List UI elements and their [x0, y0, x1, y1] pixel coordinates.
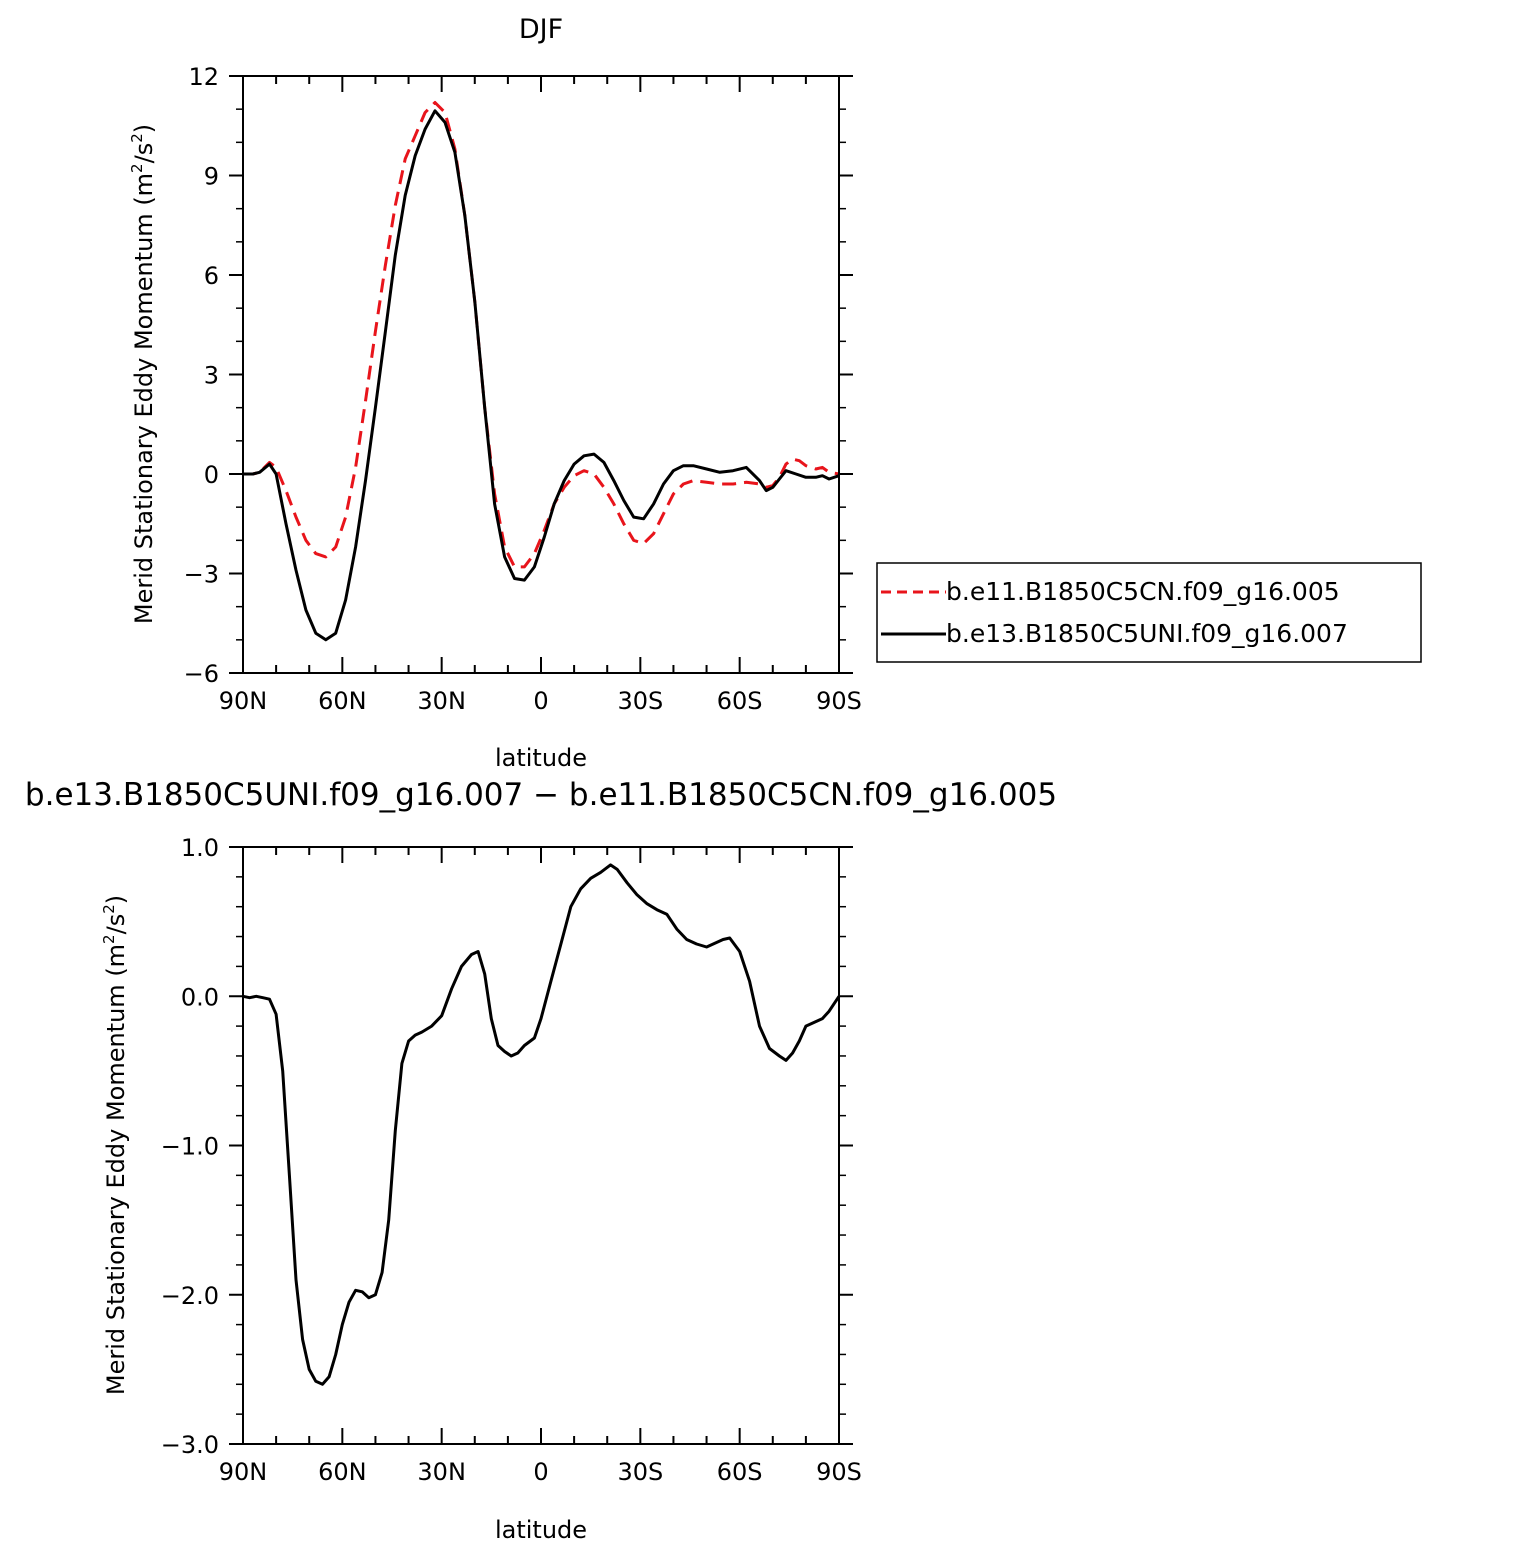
- top-x-tick-label: 30S: [617, 687, 663, 715]
- top-series-line-2: [243, 109, 840, 642]
- top-y-tick-label: 9: [204, 163, 219, 191]
- legend-label-series-2: b.e13.B1850C5UNI.f09_g16.007: [946, 619, 1348, 648]
- top-plot-frame: [242, 75, 840, 674]
- top-y-tick-label: 0: [204, 461, 219, 489]
- bottom-y-tick-label: −2.0: [161, 1282, 219, 1310]
- bottom-chart-title: b.e13.B1850C5UNI.f09_g16.007 − b.e11.B18…: [25, 777, 1057, 813]
- top-x-axis-label: latitude: [495, 744, 587, 772]
- bottom-x-tick-label: 30S: [617, 1458, 663, 1486]
- bottom-x-tick-label: 60S: [717, 1458, 763, 1486]
- bottom-x-tick-label: 90S: [816, 1458, 862, 1486]
- bottom-series-line-1: [242, 863, 841, 1386]
- top-y-axis-label: Merid Stationary Eddy Momentum (m2/s2): [128, 124, 158, 624]
- top-x-tick-label: 30N: [417, 687, 466, 715]
- top-chart: DJF 90N 60N 30N 0 30S 60S 90S −6 −3 0 3 6 9 12 latitu…: [128, 14, 862, 772]
- top-series-group: [243, 101, 840, 642]
- bottom-series-group: [242, 863, 841, 1386]
- top-x-tick-label: 60N: [318, 687, 367, 715]
- top-x-tick-label: 0: [533, 687, 548, 715]
- top-chart-title: DJF: [519, 14, 563, 45]
- top-y-tick-label: 6: [204, 262, 219, 290]
- top-y-tick-label: −6: [184, 660, 219, 688]
- top-y-tick-label: 3: [204, 362, 219, 390]
- bottom-x-tick-label: 90N: [219, 1458, 268, 1486]
- bottom-y-tick-label: 1.0: [181, 834, 219, 862]
- bottom-x-tick-label: 60N: [318, 1458, 367, 1486]
- bottom-y-axis-label: Merid Stationary Eddy Momentum (m2/s2): [100, 895, 130, 1395]
- bottom-chart: b.e13.B1850C5UNI.f09_g16.007 − b.e11.B18…: [25, 777, 1057, 1544]
- legend-box: [876, 562, 1422, 663]
- top-y-tick-label: −3: [184, 561, 219, 589]
- top-series-line-1: [243, 101, 840, 569]
- top-axes: 90N 60N 30N 0 30S 60S 90S −6 −3 0 3 6 9 12: [184, 63, 862, 715]
- bottom-x-tick-label: 0: [533, 1458, 548, 1486]
- bottom-plot-frame: [242, 846, 840, 1445]
- legend: b.e11.B1850C5CN.f09_g16.005 b.e13.B1850C…: [876, 562, 1422, 663]
- bottom-x-axis-label: latitude: [495, 1516, 587, 1544]
- top-y-tick-label: 12: [188, 63, 219, 91]
- bottom-y-tick-label: −1.0: [161, 1133, 219, 1161]
- top-x-tick-label: 90N: [219, 687, 268, 715]
- legend-label-series-1: b.e11.B1850C5CN.f09_g16.005: [946, 577, 1340, 606]
- bottom-axes: 90N 60N 30N 0 30S 60S 90S −3.0 −2.0 −1.0 0.0 1.0: [161, 834, 862, 1486]
- top-x-tick-label: 60S: [717, 687, 763, 715]
- bottom-y-tick-label: −3.0: [161, 1431, 219, 1459]
- bottom-x-tick-label: 30N: [417, 1458, 466, 1486]
- top-x-tick-label: 90S: [816, 687, 862, 715]
- bottom-y-tick-label: 0.0: [181, 983, 219, 1011]
